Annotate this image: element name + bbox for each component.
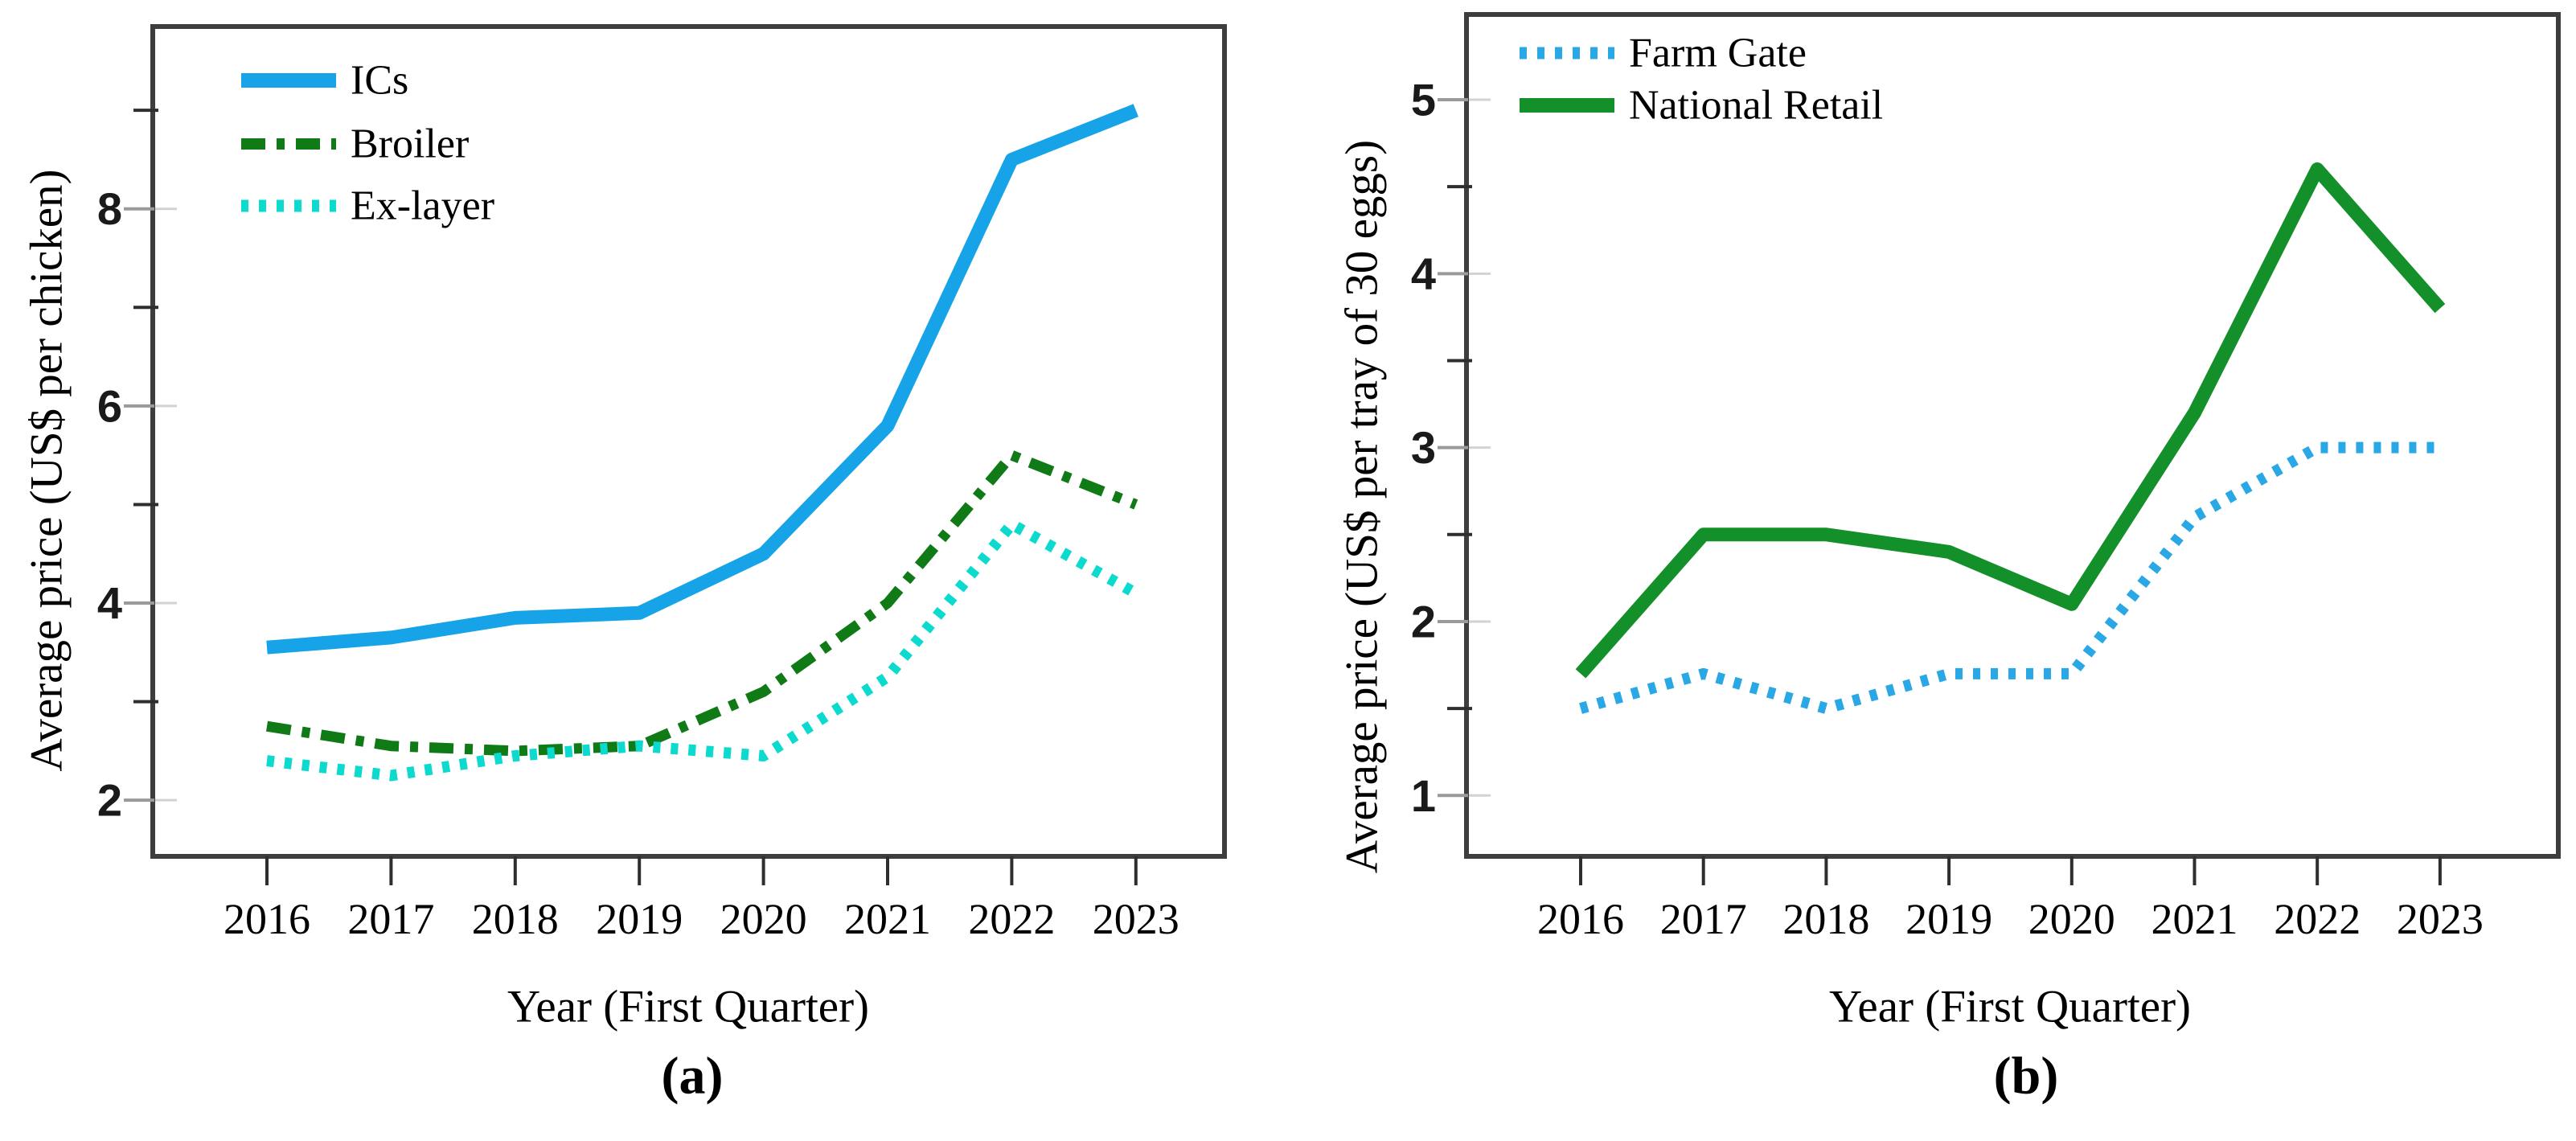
x-tick-label-2021: 2021 — [2151, 895, 2238, 943]
y-tick-label: 5 — [1411, 74, 1436, 125]
x-tick-label-2017: 2017 — [347, 895, 434, 943]
x-tick-label-2017: 2017 — [1660, 895, 1747, 943]
x-tick-label-2019: 2019 — [1905, 895, 1992, 943]
panel-caption-a: (a) — [662, 1047, 724, 1106]
panel-caption-b: (b) — [1994, 1047, 2059, 1106]
x-tick-label-2020: 2020 — [720, 895, 807, 943]
x-tick-label-2023: 2023 — [1093, 895, 1179, 943]
y-tick-label: 4 — [1411, 248, 1436, 299]
x-tick-label-2021: 2021 — [844, 895, 931, 943]
legend-label-national-retail: National Retail — [1629, 83, 1883, 129]
x-tick-label-2022: 2022 — [968, 895, 1055, 943]
panel-a-plot-border — [150, 24, 1227, 859]
series-line-ex-layer — [266, 519, 1139, 782]
x-tick-label-2016: 2016 — [1537, 895, 1624, 943]
panel-a-y-axis-title: Average price (US$ per chicken) — [22, 169, 72, 771]
panel-b-plot-border — [1464, 12, 2561, 859]
y-tick-label: 3 — [1411, 422, 1436, 473]
panel-a-x-axis-title: Year (First Quarter) — [507, 982, 869, 1032]
series-line-broiler — [265, 449, 1138, 757]
panel-b-y-axis-title: Average price (US$ per tray of 30 eggs) — [1337, 140, 1388, 873]
legend-label-ex-layer: Ex-layer — [351, 183, 494, 229]
legend-label-broiler: Broiler — [351, 121, 469, 167]
series-line-farm-gate — [1579, 441, 2440, 715]
x-tick-label-2022: 2022 — [2274, 895, 2361, 943]
x-tick-label-2020: 2020 — [2028, 895, 2115, 943]
x-tick-label-2018: 2018 — [1782, 895, 1869, 943]
y-tick-label: 2 — [1411, 596, 1436, 646]
panel-b-x-axis-title: Year (First Quarter) — [1829, 982, 2191, 1032]
y-tick-label: 4 — [97, 578, 122, 629]
x-tick-label-2018: 2018 — [472, 895, 559, 943]
x-tick-label-2019: 2019 — [596, 895, 683, 943]
y-tick-label: 6 — [97, 380, 122, 431]
y-tick-label: 8 — [97, 183, 122, 234]
x-tick-label-2023: 2023 — [2397, 895, 2484, 943]
series-line-national-retail — [1575, 162, 2446, 679]
legend-label-farm-gate: Farm Gate — [1629, 31, 1807, 76]
y-tick-label: 1 — [1411, 770, 1436, 821]
x-tick-label-2016: 2016 — [224, 895, 310, 943]
series-line-ics — [266, 104, 1138, 655]
y-tick-label: 2 — [97, 775, 122, 826]
legend-label-ics: ICs — [351, 58, 408, 104]
